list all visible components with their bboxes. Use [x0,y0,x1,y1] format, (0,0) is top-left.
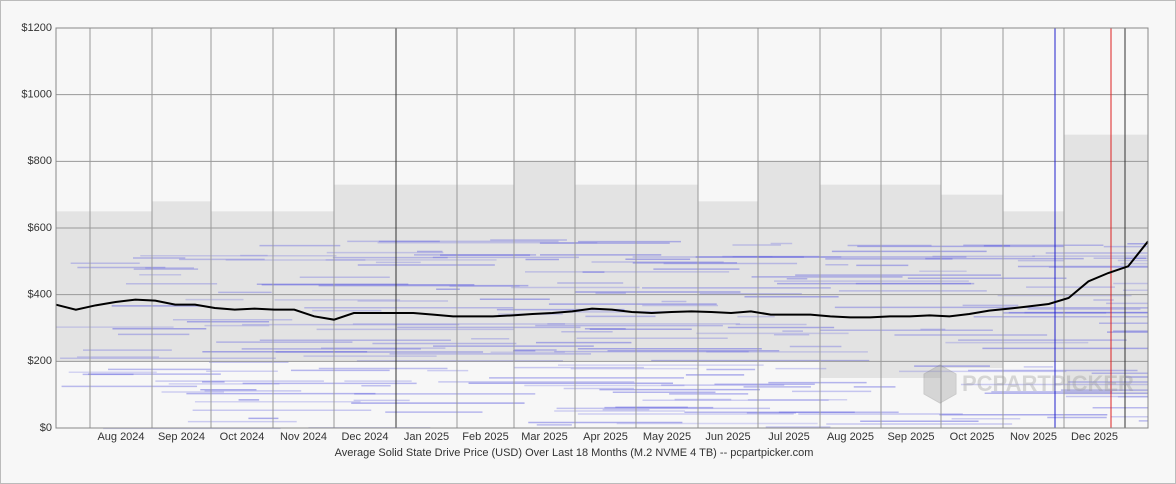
x-tick-label: Mar 2025 [521,431,567,443]
x-tick-label: Dec 2025 [1071,431,1118,443]
price-range [881,184,941,378]
price-range [1003,211,1064,362]
x-tick-label: Oct 2025 [950,431,995,443]
x-tick-label: Dec 2024 [341,431,388,443]
x-tick-label: Sep 2024 [158,431,205,443]
x-tick-label: Sep 2025 [887,431,934,443]
price-range [514,161,575,362]
price-range [273,211,334,362]
x-tick-label: Feb 2025 [462,431,508,443]
y-tick-label: $400 [28,289,52,301]
price-range [941,194,1003,368]
price-range [334,184,396,362]
x-tick-label: Aug 2024 [97,431,144,443]
x-tick-label: Jul 2025 [768,431,810,443]
plot-border [55,27,1149,429]
x-tick-label: Aug 2025 [827,431,874,443]
x-tick-label: Jan 2025 [404,431,449,443]
watermark: PCPARTPICKER [923,364,1134,404]
price-range [698,201,758,362]
y-tick-label: $600 [28,222,52,234]
price-range [636,184,698,362]
price-range [396,184,457,362]
plot-area: PCPARTPICKER [55,27,1149,430]
y-tick-label: $1200 [21,22,52,34]
price-range [1064,134,1125,395]
price-range [211,211,273,362]
y-tick-label: $1000 [21,89,52,101]
x-tick-label: May 2025 [643,431,691,443]
price-range [1125,134,1148,395]
price-range [152,201,211,362]
watermark-icon [923,364,957,404]
x-tick-label: Nov 2025 [1010,431,1057,443]
x-tick-label: Jun 2025 [705,431,750,443]
x-axis-label: Average Solid State Drive Price (USD) Ov… [335,447,814,459]
y-tick-label: $0 [40,422,52,434]
price-range [457,184,514,362]
price-range [820,184,881,378]
watermark-text: PCPARTPICKER [962,371,1134,396]
price-line [55,240,1149,321]
y-tick-label: $800 [28,155,52,167]
x-tick-label: Apr 2025 [583,431,628,443]
price-range [90,211,152,362]
price-range [575,184,636,362]
x-tick-label: Nov 2024 [280,431,327,443]
price-range [56,211,90,362]
y-tick-label: $200 [28,355,52,367]
x-tick-label: Oct 2024 [220,431,265,443]
